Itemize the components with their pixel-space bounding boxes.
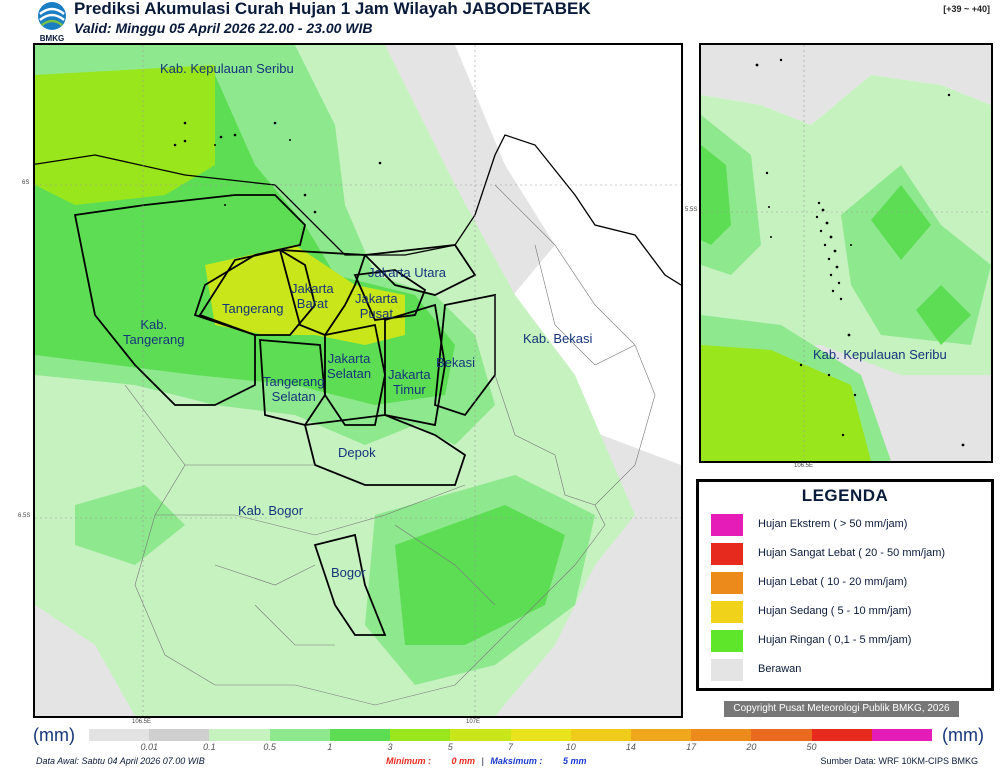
legend-label: Hujan Lebat ( 10 - 20 mm/jam)	[758, 576, 908, 588]
legend: LEGENDA Hujan Ekstrem ( > 50 mm/jam) Huj…	[696, 479, 994, 691]
maksimum-value: 5 mm	[562, 756, 587, 766]
scale-color-block	[149, 729, 210, 741]
minimum-label: Minimum :	[386, 756, 431, 766]
bmkg-logo: BMKG	[38, 2, 66, 42]
scale-color-block	[390, 729, 451, 741]
inset-label-kepulauan-seribu: Kab. Kepulauan Seribu	[813, 347, 947, 362]
data-source: Sumber Data: WRF 10KM-CIPS BMKG	[820, 756, 978, 766]
scale-label: 50	[806, 742, 817, 752]
label-jakarta-barat: Jakarta Barat	[291, 281, 334, 311]
legend-label: Hujan Ekstrem ( > 50 mm/jam)	[758, 518, 908, 530]
scale-unit-right: (mm)	[942, 725, 984, 745]
scale-label: 0.1	[203, 742, 216, 752]
legend-label: Berawan	[758, 663, 802, 675]
legend-swatch	[711, 514, 743, 536]
label-kab-bogor: Kab. Bogor	[238, 503, 304, 518]
page-title: Prediksi Akumulasi Curah Hujan 1 Jam Wil…	[74, 0, 591, 18]
label-jakarta-pusat: Jakarta Pusat	[355, 291, 398, 321]
scale-color-block	[89, 729, 150, 741]
scale-label: 10	[565, 742, 576, 752]
scale-color-block	[329, 729, 391, 741]
scale-label: 20	[746, 742, 757, 752]
label-bekasi: Bekasi	[436, 355, 476, 370]
legend-swatch	[711, 601, 743, 623]
scale-color-block	[209, 729, 270, 741]
legend-title: LEGENDA	[801, 486, 889, 505]
label-jakarta-utara: Jakarta Utara	[368, 265, 447, 280]
label-tangerang: Tangerang	[222, 301, 284, 316]
logo-text: BMKG	[40, 34, 64, 42]
lon-tick-106-5e: 106.5E	[132, 719, 152, 725]
legend-label: Hujan Ringan ( 0,1 - 5 mm/jam)	[758, 634, 912, 646]
label-bogor: Bogor	[331, 565, 366, 580]
scale-color-block	[871, 729, 933, 741]
lat-tick-6-5s: 6.5S	[18, 513, 31, 519]
label-kab-tangerang: Kab. Tangerang	[123, 317, 185, 347]
legend-label: Hujan Sangat Lebat ( 20 - 50 mm/jam)	[758, 547, 946, 559]
label-jakarta-timur: Jakarta Timur	[388, 367, 431, 397]
legend-swatch	[711, 543, 743, 565]
scale-color-block	[691, 729, 752, 741]
scale-color-block	[450, 729, 511, 741]
scale-label: 7	[507, 742, 514, 752]
label-jakarta-selatan: Jakarta Selatan	[327, 351, 372, 381]
maksimum-label: Maksimum :	[490, 756, 543, 766]
scale-color-block	[751, 729, 812, 741]
label-tangerang-selatan: Tangerang Selatan	[263, 374, 325, 404]
inset-map-canvas	[701, 45, 991, 461]
scale-color-block	[570, 729, 631, 741]
separator: |	[481, 756, 484, 766]
scale-label: 14	[625, 742, 636, 752]
min-max: Minimum : 0 mm | Maksimum : 5 mm	[386, 756, 586, 766]
scale-color-block	[630, 729, 692, 741]
legend-swatch	[711, 630, 743, 652]
legend-label: Hujan Sedang ( 5 - 10 mm/jam)	[758, 605, 912, 617]
scale-label: 3	[387, 742, 393, 752]
scale-label: 0.5	[263, 742, 276, 752]
inset-lon-tick: 106.5E	[794, 463, 814, 469]
lat-tick-6s: 6S	[22, 180, 30, 186]
scale-unit-left: (mm)	[33, 725, 75, 745]
valid-time: Valid: Minggu 05 April 2026 22.00 - 23.0…	[74, 20, 373, 36]
main-map[interactable]: Kab. Kepulauan Seribu Jakarta Utara Jaka…	[33, 43, 683, 718]
main-map-canvas	[35, 45, 681, 716]
minimum-value: 0 mm	[451, 756, 476, 766]
scale-label: 17	[686, 742, 697, 752]
inset-map[interactable]: Kab. Kepulauan Seribu	[699, 43, 993, 463]
legend-swatch	[711, 659, 743, 681]
scale-label: 1	[327, 742, 333, 752]
label-kab-bekasi: Kab. Bekasi	[523, 331, 593, 346]
scale-label: 0.01	[140, 742, 158, 752]
time-offset: [+39 ~ +40]	[943, 4, 990, 14]
scale-color-block	[269, 729, 330, 741]
scale-label: 5	[447, 742, 453, 752]
scale-color-block	[811, 729, 872, 741]
legend-swatch	[711, 572, 743, 594]
label-depok: Depok	[338, 445, 376, 460]
label-kepulauan-seribu: Kab. Kepulauan Seribu	[160, 61, 294, 76]
color-scale-bar	[89, 729, 933, 741]
inset-lat-tick: 5.5S	[685, 207, 698, 213]
copyright-badge: Copyright Pusat Meteorologi Publik BMKG,…	[724, 701, 959, 717]
lon-tick-107e: 107E	[466, 719, 481, 725]
scale-color-block	[510, 729, 571, 741]
data-awal: Data Awal: Sabtu 04 April 2026 07.00 WIB	[36, 756, 205, 766]
